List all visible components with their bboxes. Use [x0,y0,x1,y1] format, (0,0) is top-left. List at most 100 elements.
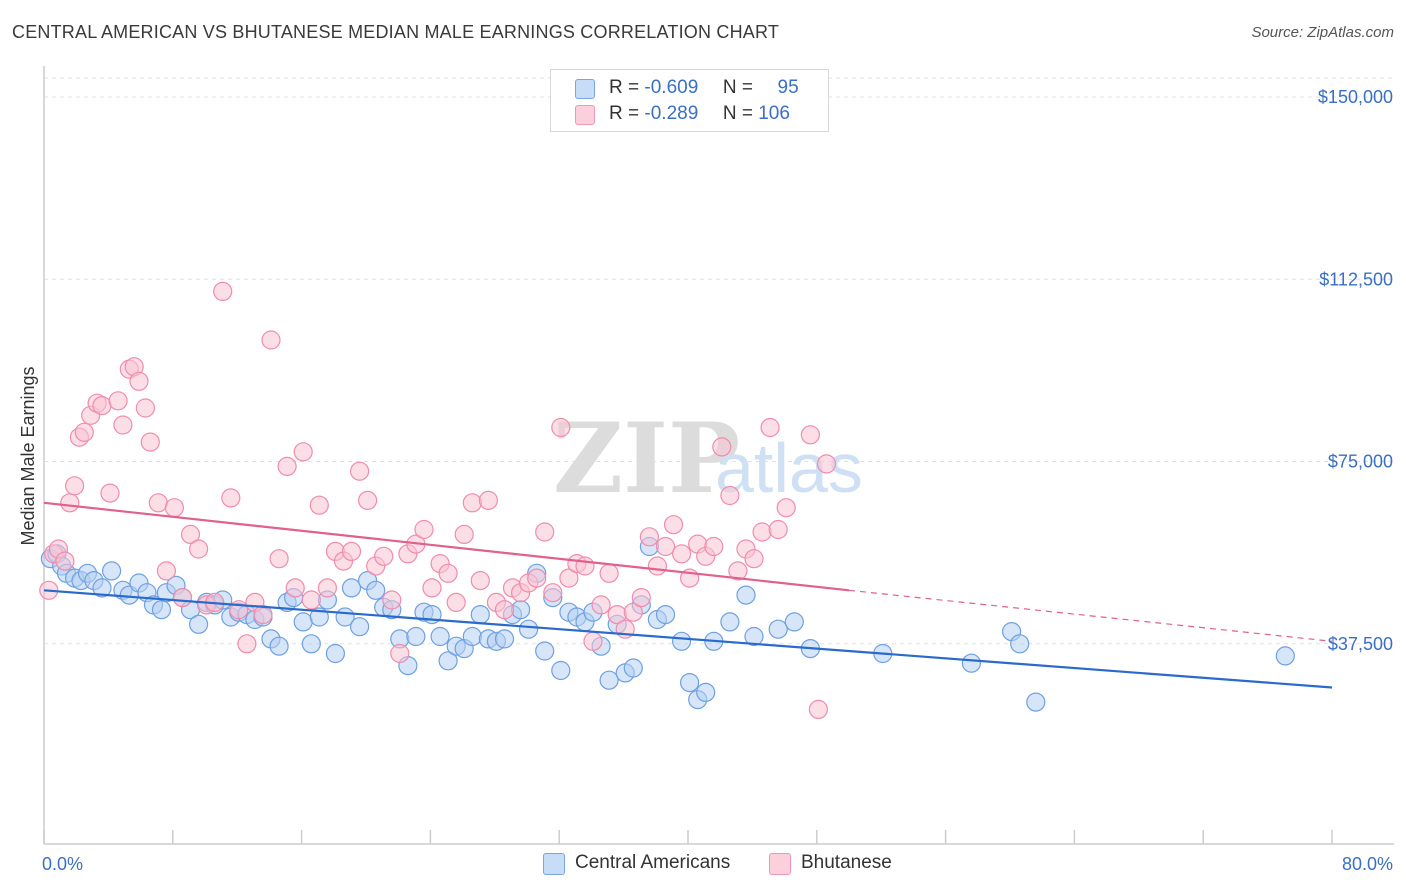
central-americans-point [655,604,676,625]
bhutanese-point [414,519,434,540]
watermark-zip: ZIP [553,402,740,515]
bhutanese-point [631,587,651,608]
bhutanese-point [527,568,547,588]
bhutanese-point [390,643,410,664]
y-tick-label: $37,500 [1328,634,1393,654]
bhutanese-point [712,437,732,457]
bhutanese-point [744,549,764,569]
central-americans-point [350,617,370,637]
bhutanese-point [113,415,133,435]
bhutanese-point [148,493,168,513]
central-americans-point [301,634,321,654]
central-americans-trend-line [43,589,1333,689]
central-americans-point [470,604,490,625]
bhutanese-point [374,546,394,566]
central-americans-point [494,629,515,649]
bhutanese-point [720,485,740,506]
bhutanese-point [74,422,94,442]
bhutanese-point [704,536,724,557]
central-americans-point [438,651,458,671]
central-americans-point [679,672,700,693]
bhutanese-point [446,592,466,613]
bhutanese-point [277,456,297,476]
central-americans-point [599,670,619,690]
central-americans-point [462,626,482,647]
bottom-legend-swatch-blue [543,853,565,875]
x-tick-label-max: 80.0% [1342,854,1393,874]
bhutanese-point [301,590,321,610]
legend-n-label: N = [722,103,753,124]
central-americans-point [92,578,112,598]
bhutanese-point [317,578,337,598]
chart-title: CENTRAL AMERICAN VS BHUTANESE MEDIAN MAL… [12,22,780,42]
central-americans-point [406,626,426,647]
bhutanese-point [164,498,184,518]
central-americans-point [768,619,788,639]
bhutanese-point [100,483,120,503]
central-americans-point [551,660,571,681]
central-americans-point [510,600,531,620]
bhutanese-point [559,568,579,588]
bhutanese-point [309,495,329,515]
central-americans-points [40,536,1295,712]
bhutanese-point [494,600,515,620]
bhutanese-point [382,590,402,610]
central-americans-point [325,643,345,664]
bhutanese-point [623,602,643,622]
central-americans-point [720,612,740,632]
bhutanese-point [229,600,249,620]
bhutanese-point [237,634,257,654]
central-americans-point [1275,646,1295,666]
bhutanese-point [350,461,370,481]
bhutanese-point [358,490,378,510]
bhutanese-point [551,417,571,438]
x-tick-labels: 0.0% 80.0% [42,854,1393,874]
legend-n-value: 95 [777,77,799,98]
y-tick-label: $112,500 [1319,269,1393,289]
watermark: ZIP atlas [553,402,863,515]
bhutanese-point [55,551,75,571]
bhutanese-point [591,595,611,615]
central-americans-point [430,626,450,647]
y-tick-label: $150,000 [1318,87,1393,107]
bhutanese-point [341,541,362,562]
correlation-legend: R = -0.609 N = 95 R = -0.289 N = 106 [550,69,829,132]
bhutanese-point [728,561,748,581]
bhutanese-point [535,522,555,542]
bhutanese-point [752,522,772,542]
bottom-legend-label: Bhutanese [801,852,892,873]
bhutanese-point [189,539,209,559]
legend-r-value: -0.289 [644,103,699,124]
bhutanese-point [156,561,176,581]
bhutanese-point [543,583,563,603]
bhutanese-point [64,476,85,496]
central-americans-point [736,585,756,605]
bhutanese-point [140,432,160,452]
bhutanese-point [776,498,796,518]
central-americans-point [293,612,313,632]
central-americans-point [961,653,982,673]
bhutanese-point [816,454,837,474]
bhutanese-point [470,570,490,591]
central-americans-point [623,658,643,678]
legend-r-label: R = [609,77,640,98]
bhutanese-point [221,488,241,508]
legend-n-label: N = [722,77,753,98]
bhutanese-point [180,524,201,545]
central-americans-point [101,561,122,581]
bhutanese-point [293,442,313,462]
bhutanese-trend-line [43,501,850,592]
central-americans-point [341,578,362,598]
trend-lines [43,501,1333,689]
legend-swatch-blue [575,79,595,99]
y-tick-label: $75,000 [1328,452,1393,472]
bhutanese-point [760,417,780,438]
bhutanese-point [583,631,603,651]
bhutanese-point [213,281,233,301]
bhutanese-point [808,699,829,720]
central-americans-point [366,580,386,600]
x-tick-label-min: 0.0% [42,854,83,874]
legend-r-value: -0.609 [644,77,699,98]
bottom-legend-label: Central Americans [575,852,731,873]
